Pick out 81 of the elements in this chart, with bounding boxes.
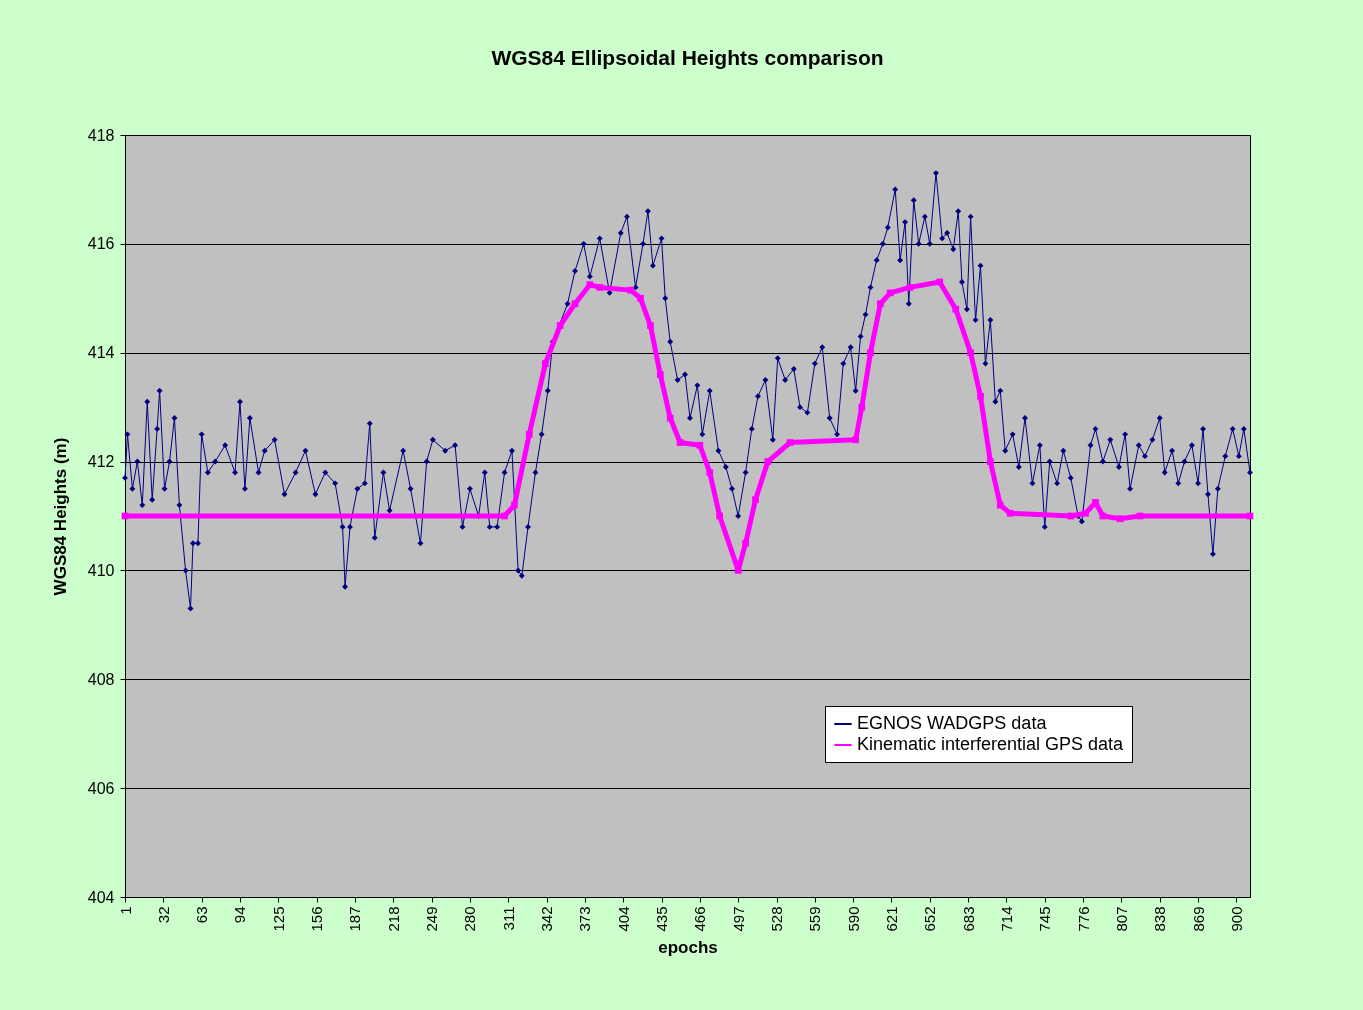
x-axis-title: epochs — [658, 937, 718, 957]
x-tick-label: 187 — [346, 906, 364, 932]
point — [501, 512, 508, 520]
x-tick-label: 249 — [423, 906, 441, 932]
point — [511, 501, 518, 509]
point — [556, 322, 564, 329]
point — [742, 539, 749, 547]
x-tick-label: 342 — [538, 906, 556, 932]
y-tick-label: 406 — [87, 779, 115, 797]
point — [706, 469, 714, 476]
y-tick-label: 404 — [87, 888, 115, 906]
point — [786, 439, 794, 446]
point — [952, 305, 960, 313]
point — [525, 431, 533, 438]
point — [1116, 515, 1124, 523]
x-tick-label: 683 — [959, 906, 977, 932]
point — [647, 322, 654, 329]
point — [752, 496, 759, 504]
point — [696, 441, 704, 449]
point — [977, 392, 984, 400]
x-tick-label: 1 — [116, 906, 134, 915]
y-tick-label: 418 — [87, 126, 115, 144]
x-tick-label: 466 — [691, 906, 709, 932]
point — [886, 289, 894, 297]
y-tick-label: 408 — [87, 670, 115, 688]
point — [906, 284, 914, 291]
point — [1067, 512, 1075, 520]
point — [1006, 509, 1014, 517]
x-tick-label: 280 — [461, 906, 479, 932]
x-tick-label: 776 — [1074, 906, 1092, 932]
y-axis-title: WGS84 Heights (m) — [50, 437, 70, 596]
x-tick-label: 497 — [729, 906, 747, 932]
x-tick-label: 838 — [1151, 906, 1169, 932]
legend-label: EGNOS WADGPS data — [857, 713, 1048, 733]
y-tick-label: 416 — [87, 235, 115, 253]
x-tick-label: 435 — [653, 906, 671, 932]
point — [996, 501, 1004, 509]
x-tick-label: 590 — [844, 906, 862, 932]
x-tick-label: 807 — [1112, 906, 1130, 932]
point — [637, 294, 644, 302]
x-tick-label: 94 — [231, 906, 249, 924]
point — [967, 349, 974, 357]
x-tick-label: 528 — [768, 906, 786, 932]
point — [764, 458, 772, 465]
point — [877, 300, 884, 308]
point — [541, 360, 549, 367]
x-tick-label: 373 — [576, 906, 594, 932]
x-tick-label: 404 — [614, 906, 632, 932]
y-tick-label: 412 — [87, 453, 115, 471]
x-tick-label: 869 — [1189, 906, 1207, 932]
point — [596, 284, 604, 291]
x-tick-label: 745 — [1036, 906, 1054, 932]
point — [627, 286, 634, 294]
x-tick-label: 559 — [806, 906, 824, 932]
chart-title: WGS84 Ellipsoidal Heights comparison — [491, 46, 884, 69]
point — [858, 403, 866, 411]
x-tick-label: 125 — [269, 906, 287, 932]
point — [666, 414, 674, 422]
x-tick-label: 156 — [308, 906, 326, 932]
x-tick-label: 652 — [921, 906, 939, 932]
point — [716, 512, 723, 520]
point — [586, 281, 594, 289]
point — [734, 567, 742, 574]
point — [676, 439, 684, 446]
x-tick-label: 900 — [1227, 906, 1245, 932]
y-tick-label: 410 — [87, 561, 115, 579]
point — [571, 300, 579, 308]
y-tick-label: 414 — [87, 344, 115, 362]
x-tick-label: 218 — [384, 906, 402, 932]
point — [987, 458, 994, 465]
point — [1082, 509, 1089, 517]
x-tick-label: 32 — [154, 906, 172, 924]
legend-label: Kinematic interferential GPS data — [857, 734, 1125, 754]
point — [852, 436, 859, 444]
x-tick-label: 714 — [997, 906, 1015, 932]
x-tick-label: 621 — [882, 906, 900, 932]
point — [656, 371, 664, 378]
point — [867, 349, 874, 357]
point — [936, 278, 944, 286]
x-tick-label: 63 — [193, 906, 211, 924]
x-tick-label: 311 — [499, 906, 517, 931]
